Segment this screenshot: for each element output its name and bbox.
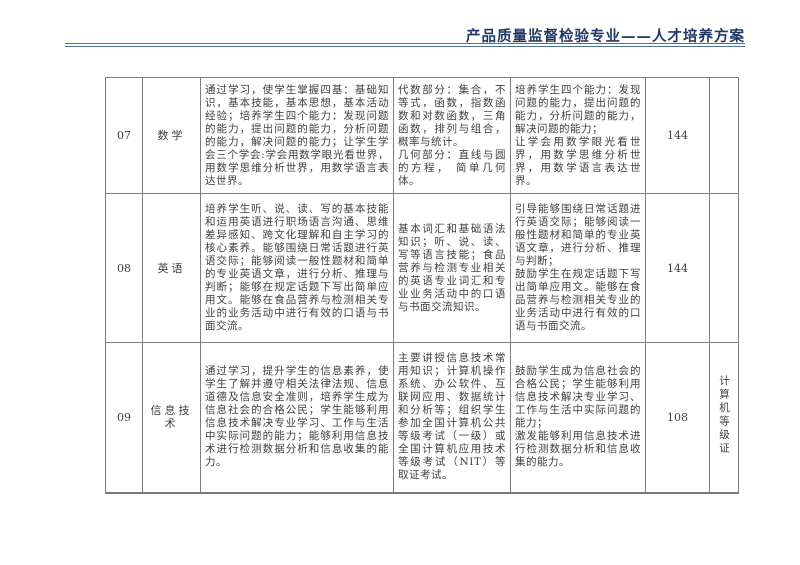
course-objective-cell: 通过学习，提升学生的信息素养，使学生了解并遵守相关法律法规、信息道德及信息安全准… [200,342,394,493]
cell-paragraph: 让学会用数学眼光看世界，用数学思维分析世界，用数学语言表达世界。 [515,135,641,187]
cell-paragraph: 培养学生听、说、读、写的基本技能和运用英语进行职场语言沟通、思维差异感知、跨文化… [205,203,389,332]
page-title: 产品质量监督检验专业——人才培养方案 [466,28,745,45]
course-table: 07 数学 通过学习，使学生掌握四基：基础知识，基本技能，基本思想，基本活动经验… [105,77,739,494]
course-name-cell: 信息技术 [142,342,201,493]
course-name-cell: 数学 [142,77,201,194]
course-number-cell: 08 [105,193,143,343]
course-objective-cell: 通过学习，使学生掌握四基：基础知识，基本技能，基本思想，基本活动经验；培养学生四… [200,77,394,194]
course-number-cell: 09 [105,342,143,493]
cell-paragraph: 主要讲授信息技术常用知识；计算机操作系统、办公软件、互联网应用、数据统计和分析等… [398,352,506,482]
table-row-math: 07 数学 通过学习，使学生掌握四基：基础知识，基本技能，基本思想，基本活动经验… [105,77,739,194]
cell-paragraph: 代数部分：集合，不等式，函数，指数函数和对数函数，三角函数，排列与组合，概率与统… [398,83,506,148]
course-certificate-cell [709,193,739,343]
cell-paragraph: 鼓励学生成为信息社会的合格公民；学生能够利用信息技术解决专业学习、工作与生活中实… [515,365,641,430]
course-hours-cell: 144 [645,193,710,343]
course-hours-cell: 108 [645,342,710,493]
cell-paragraph: 引导能够围绕日常话题进行英语交际；能够阅读一般性题材和简单的专业英语文章，进行分… [515,203,641,267]
cell-paragraph: 几何部分：直线与圆的方程， 简单几何体。 [398,148,506,187]
course-certificate-cell: 计算机等级证 [709,342,739,493]
cell-paragraph: 通过学习，使学生掌握四基：基础知识，基本技能，基本思想，基本活动经验；培养学生四… [205,83,389,187]
course-content-cell: 基本词汇和基础语法知识；听、说、读、写等语言技能；食品营养与检测专业相关的英语专… [393,193,511,343]
course-certificate-cell [709,77,739,194]
cell-paragraph: 基本词汇和基础语法知识；听、说、读、写等语言技能；食品营养与检测专业相关的英语专… [398,222,506,313]
cell-paragraph: 激发能够利用信息技术进行检测数据分析和信息收集的能力。 [515,430,641,469]
course-name-cell: 英语 [142,193,201,343]
course-ability-cell: 培养学生四个能力：发现问题的能力，提出问题的能力，分析问题的能力，解决问题的能力… [510,77,646,194]
certificate-vertical-text: 计算机等级证 [718,374,730,456]
course-objective-cell: 培养学生听、说、读、写的基本技能和运用英语进行职场语言沟通、思维差异感知、跨文化… [200,193,394,343]
table-row-english: 08 英语 培养学生听、说、读、写的基本技能和运用英语进行职场语言沟通、思维差异… [105,193,739,343]
cell-paragraph: 通过学习，提升学生的信息素养，使学生了解并遵守相关法律法规、信息道德及信息安全准… [205,365,389,469]
course-hours-cell: 144 [645,77,710,194]
course-ability-cell: 引导能够围绕日常话题进行英语交际；能够阅读一般性题材和简单的专业英语文章，进行分… [510,193,646,343]
table-row-information-technology: 09 信息技术 通过学习，提升学生的信息素养，使学生了解并遵守相关法律法规、信息… [105,342,739,493]
course-number-cell: 07 [105,77,143,194]
cell-paragraph: 鼓励学生在规定话题下写出简单应用文。能够在食品营养与检测相关专业的业务活动中进行… [515,268,641,332]
header-double-rule [65,43,745,47]
course-ability-cell: 鼓励学生成为信息社会的合格公民；学生能够利用信息技术解决专业学习、工作与生活中实… [510,342,646,493]
cell-paragraph: 培养学生四个能力：发现问题的能力，提出问题的能力，分析问题的能力，解决问题的能力… [515,83,641,135]
course-content-cell: 主要讲授信息技术常用知识；计算机操作系统、办公软件、互联网应用、数据统计和分析等… [393,342,511,493]
course-content-cell: 代数部分：集合，不等式，函数，指数函数和对数函数，三角函数，排列与组合，概率与统… [393,77,511,194]
